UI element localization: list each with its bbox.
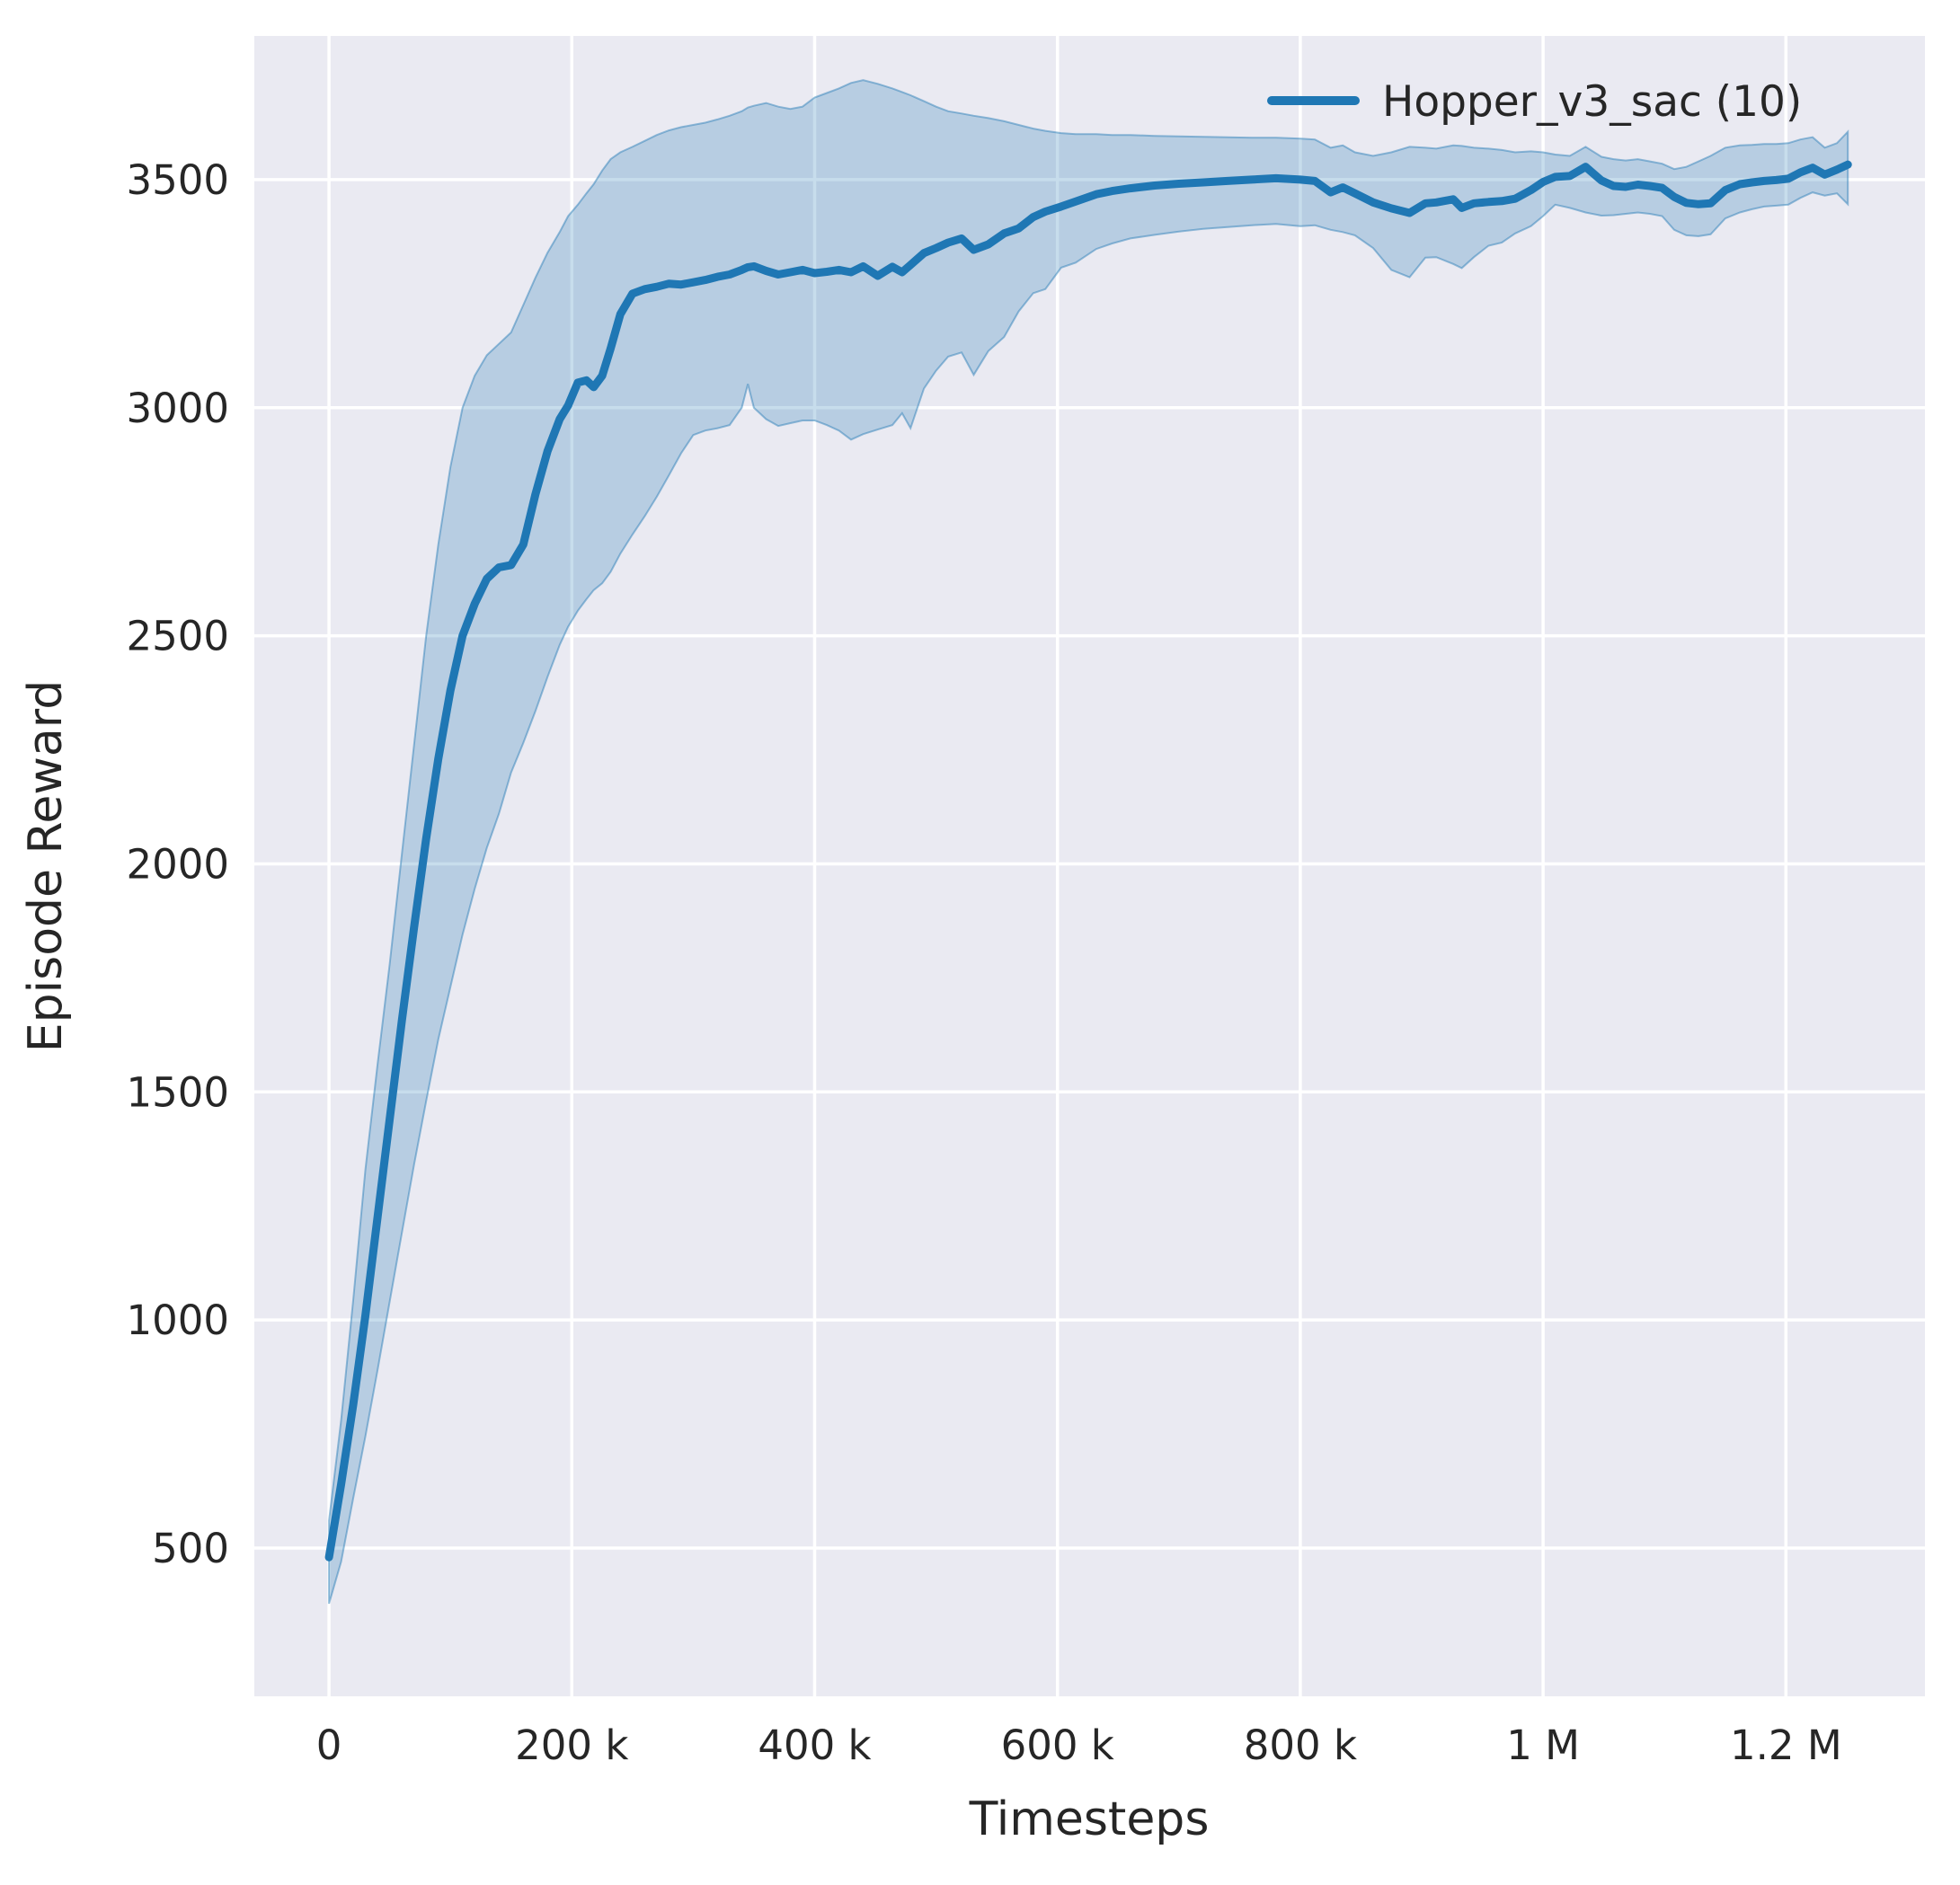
x-tick-label: 400 k xyxy=(758,1721,871,1769)
x-tick-label: 600 k xyxy=(1001,1721,1114,1769)
x-tick-label: 0 xyxy=(316,1721,342,1769)
confidence-band xyxy=(328,79,1849,1605)
axes-background xyxy=(254,36,1925,1696)
y-tick-label: 2000 xyxy=(126,840,229,888)
gridlines xyxy=(254,36,1925,1696)
y-tick-label: 3500 xyxy=(126,156,229,204)
y-tick-label: 1500 xyxy=(126,1068,229,1116)
legend-series-label: Hopper_v3_sac (10) xyxy=(1382,77,1802,127)
x-tick-labels: 0 200 k 400 k 600 k 800 k 1 M 1.2 M xyxy=(316,1721,1842,1769)
y-tick-label: 1000 xyxy=(126,1296,229,1344)
x-axis-label: Timesteps xyxy=(969,1792,1210,1846)
y-tick-label: 3000 xyxy=(126,385,229,432)
y-tick-label: 500 xyxy=(152,1525,229,1572)
x-tick-label: 800 k xyxy=(1244,1721,1357,1769)
y-tick-labels: 500 1000 1500 2000 2500 3000 3500 xyxy=(126,156,229,1572)
x-tick-label: 1 M xyxy=(1506,1721,1580,1769)
mean-line xyxy=(324,160,1852,1562)
y-tick-label: 2500 xyxy=(126,613,229,660)
legend: Hopper_v3_sac (10) xyxy=(1267,77,1802,127)
x-tick-label: 200 k xyxy=(515,1721,628,1769)
y-axis-label: Episode Reward xyxy=(19,680,73,1052)
x-tick-label: 1.2 M xyxy=(1730,1721,1842,1769)
